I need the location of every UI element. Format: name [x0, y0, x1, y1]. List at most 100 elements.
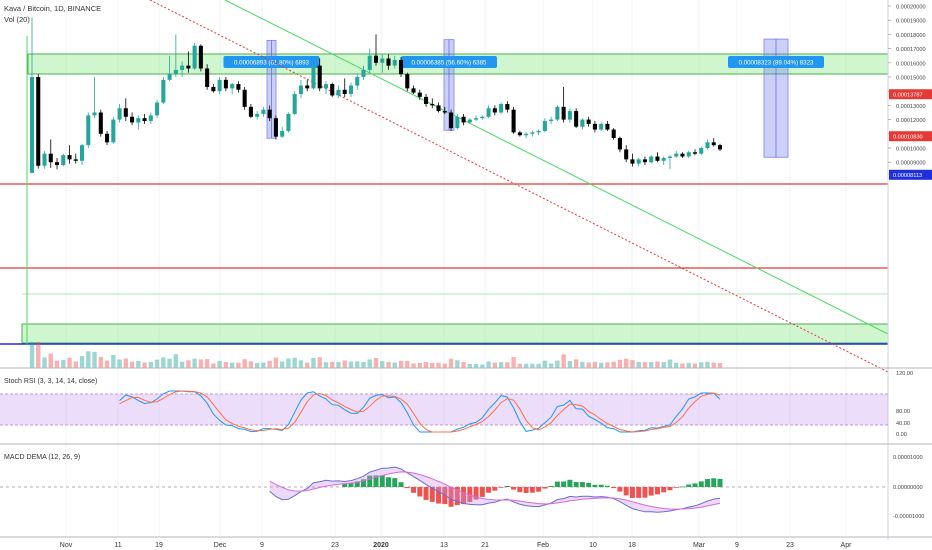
candle[interactable] [605, 121, 610, 131]
candle[interactable] [705, 139, 710, 150]
candle[interactable] [398, 57, 404, 77]
candle[interactable] [611, 128, 616, 140]
candle[interactable] [348, 82, 354, 97]
candle[interactable] [211, 84, 216, 93]
candle[interactable] [505, 101, 510, 113]
candle[interactable] [599, 122, 604, 131]
candle[interactable] [36, 74, 41, 169]
candle[interactable] [280, 126, 285, 139]
candle[interactable] [586, 116, 591, 127]
candle[interactable] [655, 152, 660, 163]
candle[interactable] [667, 155, 672, 170]
measurement-tools[interactable]: 0.00006893 (61.80%) 6893 0.00006385 (56.6… [223, 38, 825, 158]
candle[interactable] [686, 150, 691, 158]
candle[interactable] [223, 77, 228, 92]
candle[interactable] [674, 150, 679, 158]
candle[interactable] [711, 138, 716, 147]
candle[interactable] [517, 130, 522, 137]
candle[interactable] [111, 116, 116, 144]
trendline-red-dotted[interactable] [149, 0, 889, 373]
candle[interactable] [411, 85, 416, 95]
candle[interactable] [561, 86, 566, 123]
candle[interactable] [105, 130, 110, 146]
candle[interactable] [236, 81, 241, 93]
candle[interactable] [499, 102, 504, 114]
candle[interactable] [242, 86, 247, 110]
candle[interactable] [342, 78, 347, 97]
candle[interactable] [311, 62, 316, 90]
candle[interactable] [449, 109, 454, 131]
candle[interactable] [261, 106, 266, 117]
candle[interactable] [430, 98, 435, 109]
candle[interactable] [305, 79, 310, 92]
price-axis[interactable]: 0.00020000 0.00019000 0.00018000 0.00017000… [888, 5, 932, 180]
candle[interactable] [574, 108, 579, 129]
candle[interactable] [442, 106, 447, 114]
candle[interactable] [524, 132, 529, 139]
candle[interactable] [336, 85, 341, 99]
candle[interactable] [486, 105, 491, 119]
candle[interactable] [649, 155, 654, 164]
candle[interactable] [273, 115, 278, 140]
candle[interactable] [167, 55, 172, 82]
candle[interactable] [148, 112, 153, 124]
candle[interactable] [180, 61, 185, 77]
candle[interactable] [92, 77, 97, 119]
candle[interactable] [173, 34, 178, 77]
candle[interactable] [549, 116, 554, 124]
candle[interactable] [511, 106, 516, 134]
candle[interactable] [61, 153, 66, 167]
candle[interactable] [48, 139, 53, 168]
candle[interactable] [467, 118, 472, 124]
candle[interactable] [323, 81, 328, 95]
candle[interactable] [130, 112, 135, 126]
candle[interactable] [417, 89, 422, 100]
candle[interactable] [542, 118, 547, 133]
candle[interactable] [717, 143, 723, 151]
candle[interactable] [536, 129, 541, 136]
candle[interactable] [492, 105, 497, 116]
macd-pane[interactable]: MACD DEMA (12, 26, 9) [0, 454, 888, 513]
trendline-green[interactable] [224, 0, 889, 335]
candle[interactable] [123, 98, 128, 122]
measurement-box[interactable]: 0.00008323 (89.04%) 8323 [728, 38, 824, 158]
candle[interactable] [292, 91, 297, 116]
candle[interactable] [80, 143, 85, 166]
candle[interactable] [117, 103, 122, 123]
candle[interactable] [592, 121, 597, 133]
candle[interactable] [617, 136, 622, 153]
candle[interactable] [54, 157, 60, 170]
candle[interactable] [373, 34, 379, 66]
support-zone[interactable] [21, 323, 889, 344]
candle[interactable] [317, 58, 322, 92]
candle[interactable] [555, 105, 560, 122]
candle[interactable] [386, 54, 391, 70]
candle[interactable] [455, 113, 460, 130]
candle[interactable] [73, 153, 78, 164]
candle[interactable] [474, 115, 479, 122]
candle[interactable] [198, 44, 203, 72]
candle[interactable] [642, 156, 647, 166]
candle[interactable] [692, 149, 698, 156]
candle[interactable] [286, 112, 291, 133]
candle[interactable] [580, 118, 585, 130]
time-axis[interactable]: Nov 11 19 Dec 9 23 2020 13 21 Feb 10 18 Mar 9 23 Apr [60, 542, 852, 549]
candle[interactable] [267, 105, 272, 122]
candle[interactable] [330, 82, 335, 97]
candle[interactable] [298, 79, 303, 99]
candle[interactable] [98, 109, 103, 137]
candle[interactable] [461, 113, 466, 126]
candle[interactable] [367, 48, 372, 73]
candle[interactable] [636, 157, 641, 167]
stoch-rsi-pane[interactable]: Stoch RSI (3, 3, 14, 14, close) [0, 378, 888, 433]
candle[interactable] [436, 102, 441, 113]
candle[interactable] [142, 113, 147, 124]
candle[interactable] [67, 145, 72, 164]
candle[interactable] [186, 51, 191, 73]
candle[interactable] [680, 152, 685, 158]
candle[interactable] [29, 17, 35, 174]
candle[interactable] [86, 112, 91, 149]
candle[interactable] [699, 146, 704, 156]
candle[interactable] [161, 77, 166, 104]
